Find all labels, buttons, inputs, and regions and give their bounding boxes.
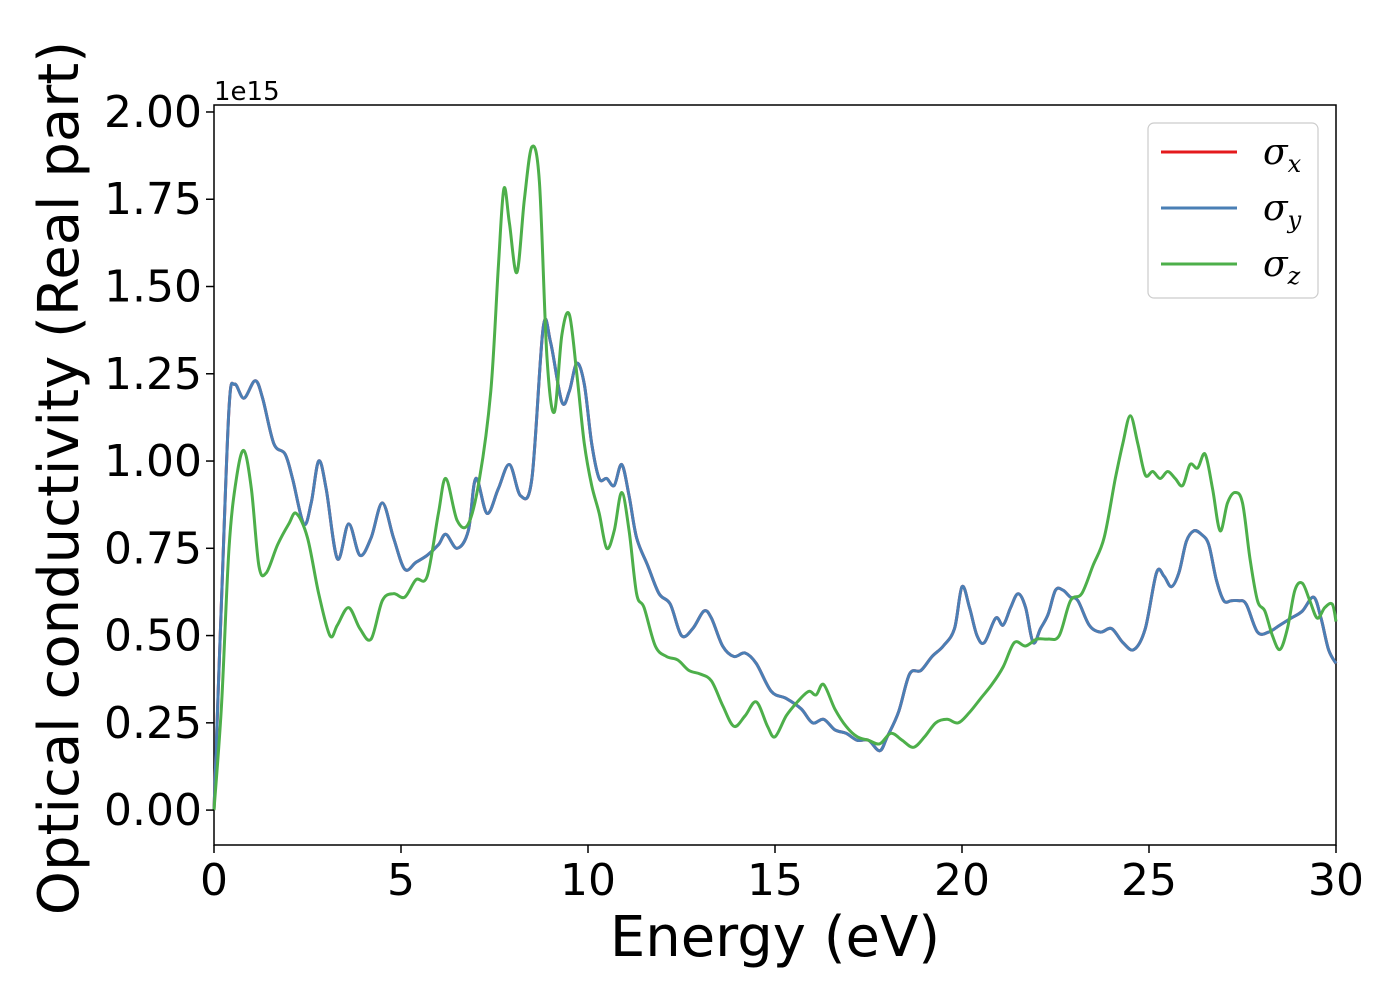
x-tick-label: 0 [200,855,228,906]
y-tick-label: 1.75 [104,174,202,225]
x-axis-ticks: 0 5 10 15 20 25 30 [200,845,1364,906]
series-line-z [212,144,1338,811]
legend-symbol: σ [1263,244,1289,285]
legend-subscript: x [1288,150,1302,178]
legend-symbol: σ [1263,132,1289,173]
y-tick-label: 0.75 [104,523,202,574]
y-tick-label: 1.50 [104,262,202,313]
x-tick-label: 20 [934,855,990,906]
y-axis-title: Optical conductivity (Real part) [27,41,92,915]
y-tick-label: 1.25 [104,349,202,400]
legend-label-x: σx [1263,132,1302,178]
series-layer [212,144,1338,811]
y-tick-label: 2.00 [104,87,202,138]
x-axis-title: Energy (eV) [610,905,940,970]
y-tick-label: 0.25 [104,698,202,749]
legend-frame [1147,122,1319,299]
x-tick-label: 25 [1121,855,1177,906]
legend-symbol: σ [1263,188,1289,229]
series-line-y [212,317,1338,811]
legend-label-z: σz [1263,244,1301,290]
y-tick-label: 0.50 [104,611,202,662]
x-tick-label: 30 [1308,855,1364,906]
y-tick-label: 0.00 [104,785,202,836]
y-tick-label: 1.00 [104,436,202,487]
y-offset-label: 1e15 [214,77,280,107]
x-tick-label: 15 [747,855,803,906]
legend-label-y: σy [1263,188,1302,234]
y-axis-ticks: 0.00 0.25 0.50 0.75 1.00 1.25 1.50 1.75 2.00 [104,87,214,836]
x-tick-label: 5 [387,855,415,906]
legend-subscript: z [1287,262,1301,290]
legend-subscript: y [1287,206,1302,234]
x-tick-label: 10 [560,855,616,906]
